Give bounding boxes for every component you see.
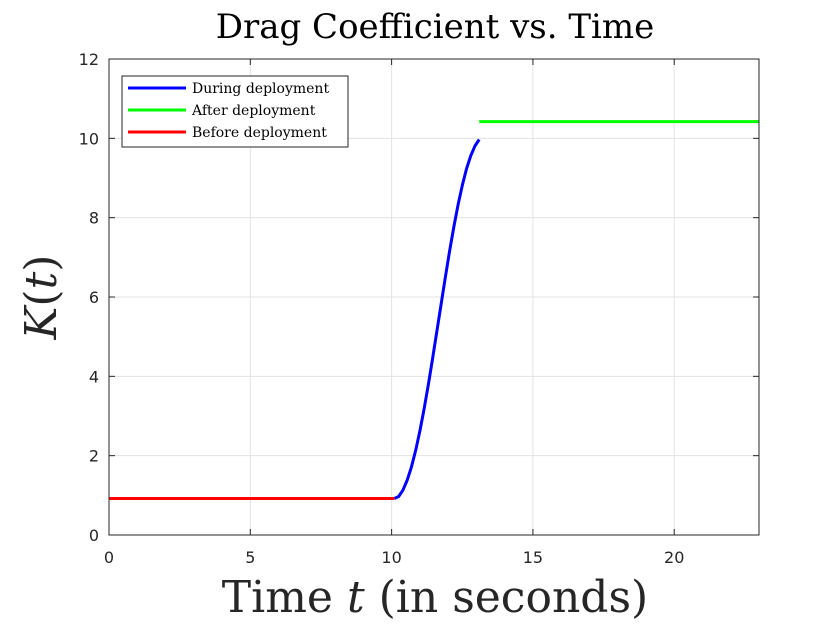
x-axis-label-main: Time (222, 572, 347, 623)
y-tick-label: 2 (89, 447, 99, 466)
x-tick-label: 5 (245, 548, 255, 567)
x-tick-label: 15 (523, 548, 543, 567)
x-tick-label: 0 (104, 548, 114, 567)
chart-title: Drag Coefficient vs. Time (216, 7, 655, 47)
y-tick-label: 0 (89, 526, 99, 545)
y-tick-label: 10 (79, 129, 99, 148)
x-tick-label: 20 (664, 548, 684, 567)
grid (109, 59, 759, 535)
ticks: 0 5 10 15 20 0 2 4 6 8 10 12 (79, 50, 759, 567)
y-axis-label: K(t) (16, 255, 67, 341)
x-axis-label-rest: (in seconds) (365, 572, 649, 623)
series-layer (109, 120, 759, 501)
x-axis-label: Time t (in seconds) (222, 572, 648, 623)
y-axis-label-var: K (16, 304, 67, 340)
legend-entry-label: Before deployment (192, 125, 327, 141)
legend: During deployment After deployment Before … (121, 75, 349, 148)
x-tick-label: 10 (381, 548, 401, 567)
y-tick-label: 12 (79, 50, 99, 69)
y-axis-label-close: ) (16, 255, 67, 272)
y-tick-label: 4 (89, 367, 99, 386)
y-tick-label: 8 (89, 209, 99, 228)
x-axis-label-var: t (347, 572, 365, 623)
y-tick-label: 6 (89, 288, 99, 307)
legend-items: During deployment After deployment Before … (128, 81, 329, 141)
y-axis-label-open: ( (16, 289, 67, 306)
series-line-0 (393, 138, 481, 500)
y-axis-label-arg: t (16, 271, 67, 289)
legend-entry-label: During deployment (192, 81, 329, 97)
legend-entry-label: After deployment (191, 103, 316, 119)
